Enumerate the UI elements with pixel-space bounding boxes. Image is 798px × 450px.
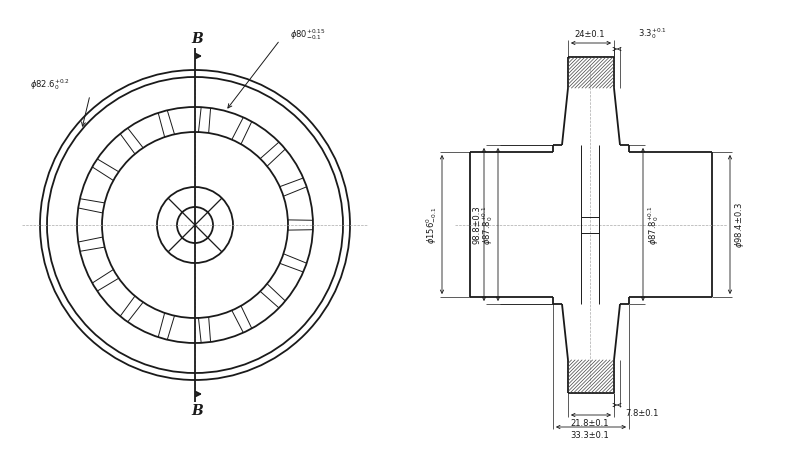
Text: B: B (192, 32, 203, 46)
Text: 33.3±0.1: 33.3±0.1 (571, 431, 610, 440)
Text: $\phi$156$^{0}_{-0.1}$: $\phi$156$^{0}_{-0.1}$ (424, 207, 439, 243)
Text: 24±0.1: 24±0.1 (575, 30, 605, 39)
Text: $\phi$82.6$^{+0.2}_{0}$: $\phi$82.6$^{+0.2}_{0}$ (30, 77, 69, 92)
Text: $\phi$98.4±0.3: $\phi$98.4±0.3 (733, 202, 746, 248)
Text: 7.8±0.1: 7.8±0.1 (625, 409, 658, 418)
Text: $\phi$80$^{+0.15}_{-0.1}$: $\phi$80$^{+0.15}_{-0.1}$ (290, 27, 326, 42)
Text: $\phi$87.8$^{+0.1}_{0}$: $\phi$87.8$^{+0.1}_{0}$ (646, 205, 661, 245)
Text: $\phi$87.8$^{+0.1}_{0}$: $\phi$87.8$^{+0.1}_{0}$ (480, 205, 495, 245)
Text: 98.8±0.3: 98.8±0.3 (472, 206, 481, 244)
Text: B: B (192, 404, 203, 418)
Text: 21.8±0.1: 21.8±0.1 (571, 419, 609, 428)
Text: 3.3$^{+0.1}_{0}$: 3.3$^{+0.1}_{0}$ (638, 26, 667, 41)
